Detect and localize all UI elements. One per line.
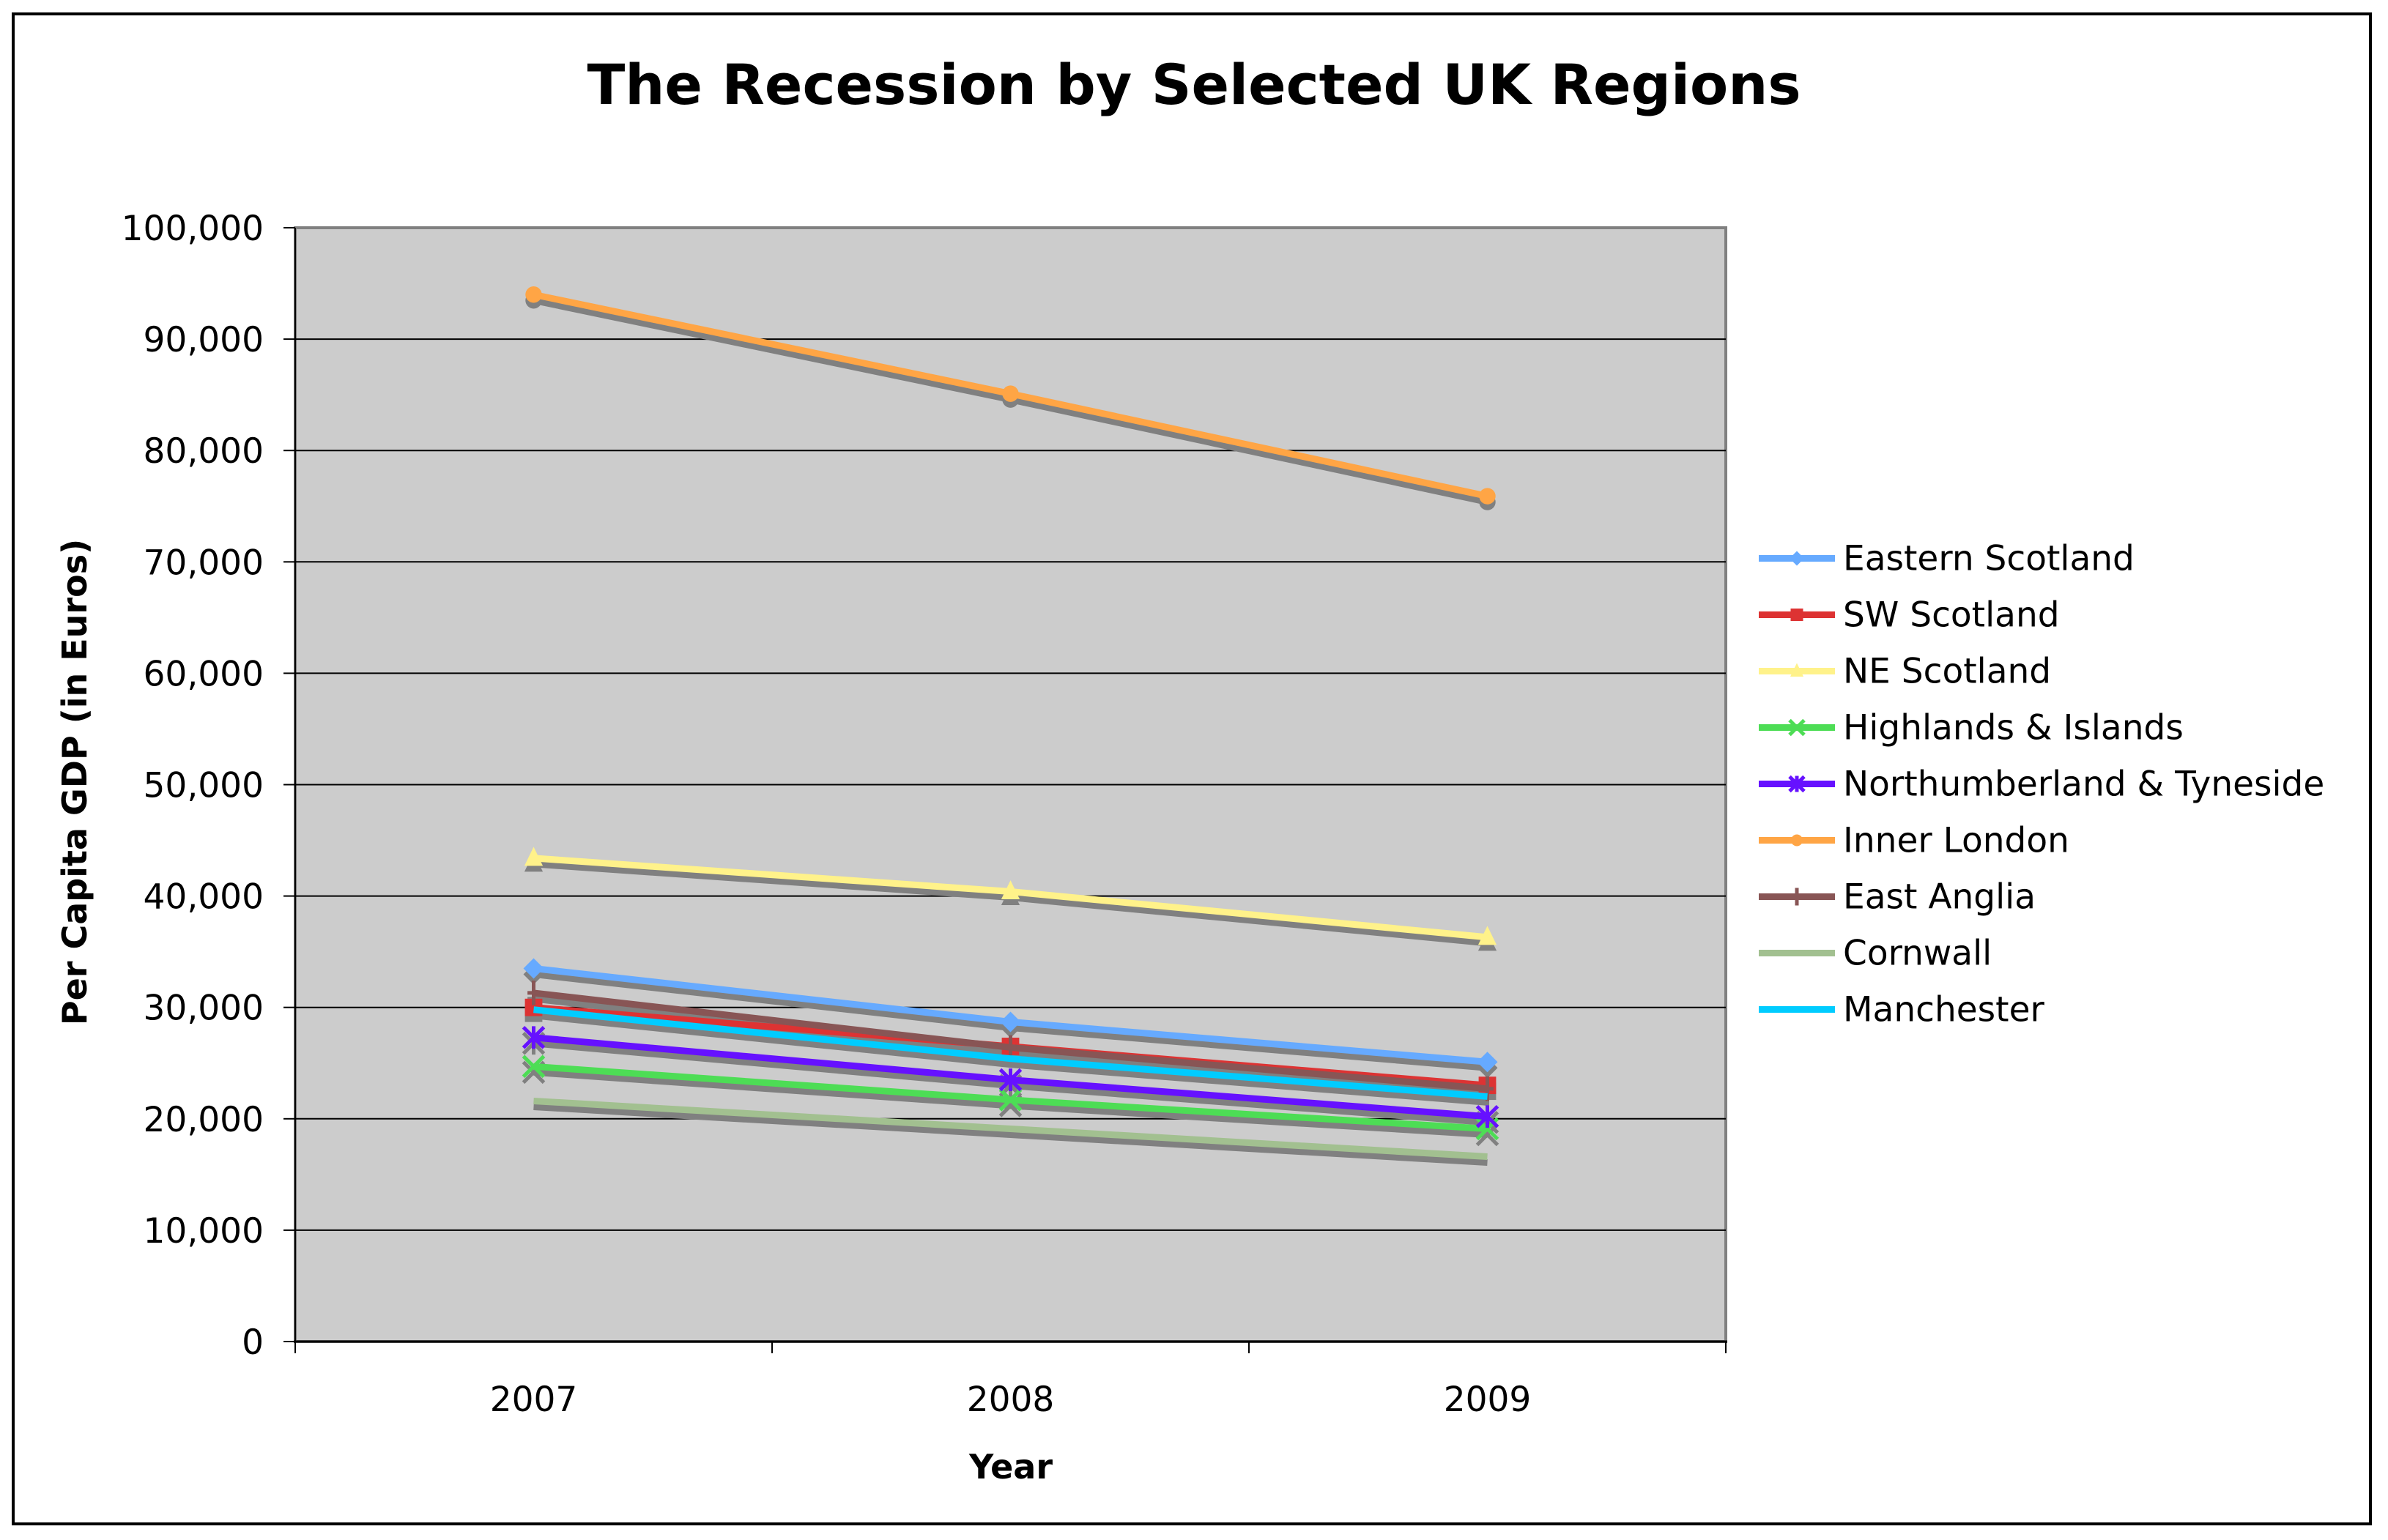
y-tick-label: 40,000 [144, 877, 264, 918]
series-lines [522, 286, 1499, 1161]
data-point [1002, 385, 1019, 402]
triangle-marker [1790, 663, 1803, 677]
data-point [525, 286, 542, 303]
legend-item: Northumberland & Tyneside [1755, 756, 2370, 812]
circle-marker [1791, 834, 1803, 847]
data-point [998, 1088, 1023, 1112]
y-tick-label: 30,000 [144, 989, 264, 1029]
series-inner-london [525, 286, 1496, 505]
data-point [1475, 1104, 1499, 1128]
legend-label: NE Scotland [1843, 651, 2052, 691]
diamond-marker [1790, 551, 1804, 566]
series-highlands-and-islands [522, 1054, 1499, 1141]
data-point [1000, 1011, 1021, 1033]
y-tick-label: 0 [242, 1323, 264, 1363]
x-tick-label: 2007 [490, 1380, 578, 1420]
legend-swatch-icon [1759, 1006, 1835, 1013]
x-tick-label: 2008 [967, 1380, 1055, 1420]
legend-item: Inner London [1755, 812, 2370, 868]
legend-swatch-icon [1759, 718, 1835, 737]
legend-item: Eastern Scotland [1755, 530, 2370, 587]
legend-swatch-icon [1759, 888, 1835, 906]
x-marker [1788, 718, 1806, 737]
x-axis-ticks: 2007 2008 2009 [294, 1342, 1727, 1420]
series-shadow-cornwall [533, 1103, 1488, 1167]
y-tick-label: 100,000 [122, 209, 264, 249]
legend-label: East Anglia [1843, 877, 2036, 917]
data-point [998, 1068, 1023, 1092]
legend-label: Highlands & Islands [1843, 707, 2184, 748]
data-point [522, 1025, 546, 1049]
legend-label: Cornwall [1843, 933, 1992, 973]
data-point [1477, 1052, 1498, 1073]
legend-item: Cornwall [1755, 925, 2370, 981]
legend-label: SW Scotland [1843, 595, 2060, 635]
legend-swatch-icon [1759, 950, 1835, 956]
data-point [522, 1054, 546, 1079]
data-point [1479, 488, 1496, 505]
legend-swatch-icon [1759, 551, 1835, 566]
chart-title: The Recession by Selected UK Regions [587, 52, 1801, 117]
series-line [533, 1097, 1488, 1161]
data-point [524, 847, 544, 866]
series-line [533, 1006, 1488, 1100]
legend-swatch-icon [1759, 663, 1835, 677]
series-shadow-highlands-and-islands [522, 1060, 1499, 1147]
x-axis-title: Year [968, 1447, 1053, 1487]
series-manchester [533, 1006, 1488, 1100]
y-tick-label: 50,000 [144, 766, 264, 806]
legend-item: East Anglia [1755, 868, 2370, 925]
legend-label: Manchester [1843, 989, 2044, 1030]
y-tick-label: 90,000 [144, 320, 264, 360]
plus-marker [1792, 888, 1801, 906]
legend-item: Highlands & Islands [1755, 699, 2370, 756]
y-tick-label: 60,000 [144, 654, 264, 694]
legend-swatch-icon [1759, 834, 1835, 847]
x-tick-label: 2009 [1444, 1380, 1532, 1420]
y-tick-label: 10,000 [144, 1211, 264, 1251]
series-east-anglia [527, 981, 1494, 1101]
series-ne-scotland [524, 847, 1497, 945]
legend-swatch-icon [1759, 609, 1835, 621]
legend-label: Inner London [1843, 820, 2069, 860]
data-point [1001, 880, 1020, 900]
data-point [1481, 1076, 1494, 1101]
series-eastern-scotland [523, 958, 1498, 1073]
square-marker [1790, 609, 1803, 621]
legend-label: Eastern Scotland [1843, 538, 2135, 579]
legend-swatch-icon [1759, 775, 1835, 793]
data-point [523, 958, 544, 979]
series-northumberland-and-tyneside [522, 1025, 1499, 1128]
series-shadow-manchester [533, 1012, 1488, 1106]
asterisk-marker [1788, 775, 1806, 793]
data-point [527, 981, 540, 1005]
y-axis-ticks: 0 10,000 20,000 30,000 40,000 50,000 60,000 70,… [122, 209, 295, 1363]
y-tick-label: 70,000 [144, 543, 264, 583]
y-tick-label: 20,000 [144, 1100, 264, 1140]
legend-item: NE Scotland [1755, 643, 2370, 699]
legend-label: Northumberland & Tyneside [1843, 764, 2325, 804]
legend-item: Manchester [1755, 981, 2370, 1038]
legend-item: SW Scotland [1755, 587, 2370, 643]
data-point [1477, 926, 1497, 945]
series-cornwall [533, 1097, 1488, 1161]
y-tick-label: 80,000 [144, 431, 264, 472]
